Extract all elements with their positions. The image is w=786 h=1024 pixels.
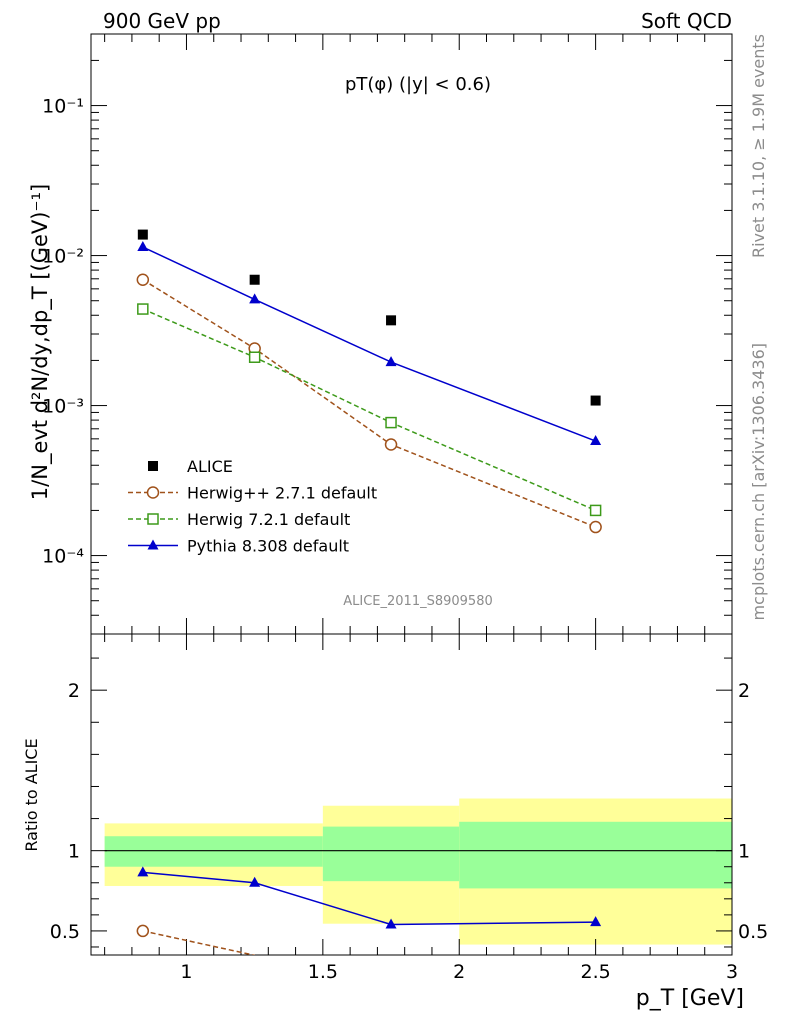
ratio-y-tick-label-right: 1 bbox=[738, 841, 750, 863]
herwig-2-7-1-default-ratio-line bbox=[142, 930, 255, 955]
ratio-y-tick-label: 0.5 bbox=[50, 921, 80, 943]
alice-point bbox=[386, 315, 397, 326]
x-axis-label: p_T [GeV] bbox=[636, 986, 744, 1011]
pythia-8-308-default-ratio-line bbox=[142, 871, 596, 926]
herwig-2-7-1-default-legend-marker bbox=[146, 486, 160, 499]
header-left: 900 GeV pp bbox=[103, 9, 221, 33]
analysis-id: ALICE_2011_S8909580 bbox=[343, 594, 493, 609]
stat-uncertainty-band bbox=[322, 826, 460, 882]
herwig-7-2-1-default-legend-marker bbox=[147, 513, 159, 525]
ratio-bands bbox=[104, 798, 732, 945]
ratio-panel-ticks: 0.5 0.5 1 1 2 2 1 1.5 2 2.5 3 bbox=[50, 634, 768, 983]
pythia-8-308-default-ratio-point bbox=[249, 876, 261, 887]
herwig-2-7-1-default-point bbox=[384, 438, 398, 451]
herwig-7-2-1-default-line bbox=[142, 308, 596, 512]
herwig-7-2-1-default-point bbox=[137, 303, 149, 315]
main-panel-ticks: 10⁻⁴ 10⁻³ 10⁻² 10⁻¹ bbox=[42, 34, 733, 635]
herwig-7-2-1-default-legend-label: Herwig 7.2.1 default bbox=[187, 510, 350, 529]
pythia-8-308-default-line bbox=[142, 246, 596, 442]
ratio-y-tick-label: 1 bbox=[68, 841, 80, 863]
main-panel-frame bbox=[90, 33, 733, 635]
y-tick-label: 10⁻⁴ bbox=[42, 546, 84, 568]
rivet-info: Rivet 3.1.10, ≥ 1.9M events bbox=[749, 34, 768, 258]
pythia-8-308-default-ratio-point bbox=[590, 916, 602, 927]
mcplots-info: mcplots.cern.ch [arXiv:1306.3436] bbox=[749, 343, 768, 620]
x-tick-label: 2.5 bbox=[581, 961, 611, 983]
main-panel-series bbox=[136, 229, 602, 534]
stat-uncertainty-band bbox=[459, 821, 732, 889]
herwig-2-7-1-default-ratio-point bbox=[136, 924, 150, 938]
herwig-2-7-1-default-point bbox=[589, 520, 602, 534]
ratio-y-tick-label-right: 0.5 bbox=[738, 921, 768, 943]
chart-title: pT(φ) (|y| < 0.6) bbox=[345, 74, 491, 95]
ratio-y-tick-label: 2 bbox=[68, 680, 80, 702]
ratio-panel-frame bbox=[90, 633, 733, 956]
pythia-8-308-default-point bbox=[137, 241, 149, 252]
alice-point bbox=[249, 274, 260, 285]
ratio-y-axis-label: Ratio to ALICE bbox=[22, 738, 41, 851]
pythia-8-308-default-ratio-point bbox=[385, 918, 397, 929]
herwig-7-2-1-default-point bbox=[589, 504, 602, 517]
herwig-2-7-1-default-line bbox=[142, 279, 596, 528]
x-tick-label: 1.5 bbox=[308, 961, 338, 983]
y-tick-label: 10⁻¹ bbox=[42, 96, 84, 118]
y-tick-label: 10⁻³ bbox=[42, 396, 84, 418]
herwig-7-2-1-default-point bbox=[248, 351, 261, 363]
main-panel: 10⁻⁴ 10⁻³ 10⁻² 10⁻¹ pT(φ) (|y| < 0.6) 1/N_e… bbox=[28, 33, 733, 635]
x-tick-label: 3 bbox=[726, 961, 738, 983]
ratio-panel-series bbox=[136, 866, 602, 955]
ratio-y-tick-label-right: 2 bbox=[738, 680, 750, 702]
pythia-8-308-default-point bbox=[249, 293, 261, 304]
alice-point bbox=[590, 395, 601, 406]
pythia-8-308-default-legend-marker bbox=[147, 539, 159, 550]
pythia-8-308-default-point bbox=[590, 435, 602, 446]
alice-legend-label: ALICE bbox=[187, 457, 233, 476]
stat-uncertainty-band bbox=[104, 836, 323, 867]
header-right: Soft QCD bbox=[641, 9, 732, 33]
x-tick-label: 1 bbox=[180, 961, 192, 983]
pythia-8-308-default-ratio-point bbox=[137, 866, 149, 877]
herwig-7-2-1-default-point bbox=[385, 416, 397, 429]
ratio-panel: 0.5 0.5 1 1 2 2 1 1.5 2 2.5 3 Ratio to ALICE p_T [… bbox=[22, 633, 768, 1011]
pythia-8-308-default-legend-label: Pythia 8.308 default bbox=[187, 537, 349, 556]
herwig-2-7-1-default-point bbox=[136, 273, 150, 286]
legend: ALICE Herwig++ 2.7.1 default Herwig 7.2.1 … bbox=[128, 457, 377, 556]
pythia-8-308-default-point bbox=[385, 356, 397, 367]
y-axis-label: 1/N_evt d²N/dy,dp_T [(GeV)⁻¹] bbox=[28, 184, 53, 500]
y-tick-label: 10⁻² bbox=[42, 246, 84, 268]
herwig-2-7-1-default-legend-label: Herwig++ 2.7.1 default bbox=[187, 484, 377, 503]
alice-point bbox=[137, 229, 148, 240]
x-tick-label: 2 bbox=[453, 961, 465, 983]
alice-legend-marker bbox=[148, 461, 158, 471]
